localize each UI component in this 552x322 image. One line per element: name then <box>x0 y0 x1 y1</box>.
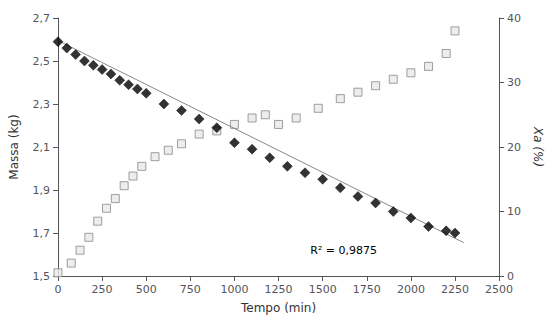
svg-text:1500: 1500 <box>309 283 337 296</box>
svg-text:2,1: 2,1 <box>33 141 51 154</box>
svg-text:20: 20 <box>507 141 521 154</box>
svg-text:40: 40 <box>507 12 521 25</box>
svg-text:10: 10 <box>507 205 521 218</box>
svg-text:1,9: 1,9 <box>33 184 51 197</box>
svg-text:0: 0 <box>507 270 514 283</box>
svg-text:2,7: 2,7 <box>33 12 51 25</box>
svg-text:Tempo (min): Tempo (min) <box>240 301 316 315</box>
svg-text:2250: 2250 <box>441 283 469 296</box>
svg-text:1,7: 1,7 <box>33 227 51 240</box>
svg-text:2,5: 2,5 <box>33 55 51 68</box>
svg-text:2,3: 2,3 <box>33 98 51 111</box>
svg-text:Massa (kg): Massa (kg) <box>7 114 21 179</box>
svg-text:30: 30 <box>507 76 521 89</box>
svg-text:750: 750 <box>180 283 201 296</box>
svg-text:250: 250 <box>92 283 113 296</box>
svg-text:1,5: 1,5 <box>33 270 51 283</box>
svg-text:0: 0 <box>55 283 62 296</box>
svg-text:R² = 0,9875: R² = 0,9875 <box>310 244 377 257</box>
svg-text:500: 500 <box>136 283 157 296</box>
svg-text:1000: 1000 <box>220 283 248 296</box>
svg-text:1250: 1250 <box>265 283 293 296</box>
svg-text:Xa (%): Xa (%) <box>531 126 545 167</box>
svg-text:2500: 2500 <box>485 283 513 296</box>
svg-text:1750: 1750 <box>353 283 381 296</box>
svg-text:2000: 2000 <box>397 283 425 296</box>
